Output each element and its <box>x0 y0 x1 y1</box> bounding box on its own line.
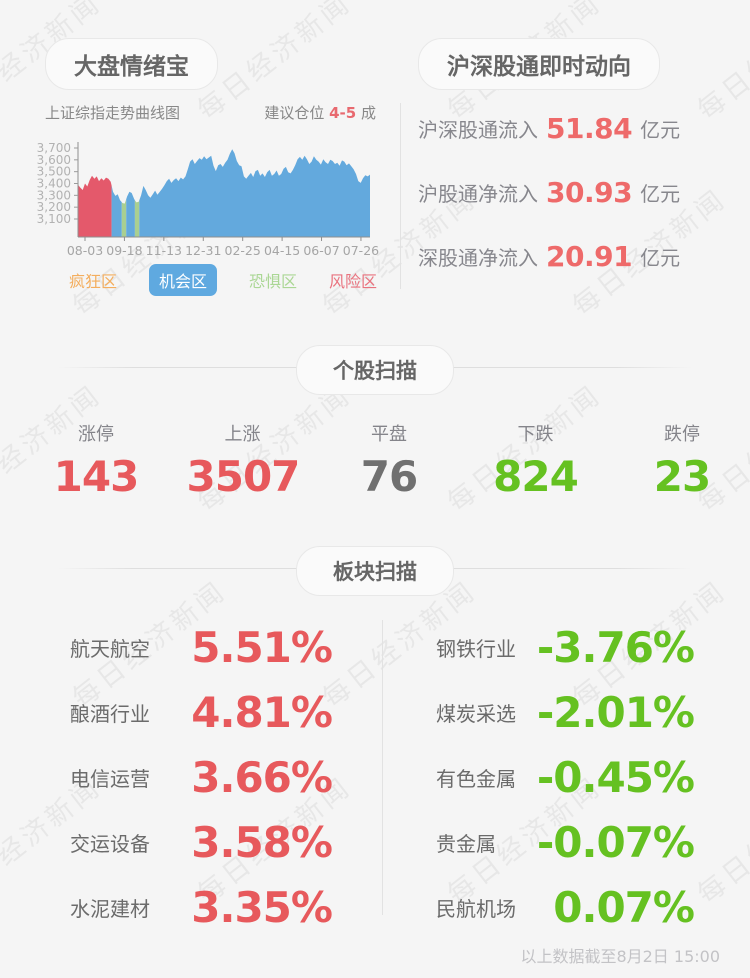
sentiment-legend: 疯狂区 机会区 恐惧区 风险区 <box>45 264 377 296</box>
stat-unchanged: 平盘 76 <box>360 424 418 501</box>
northbound-rows: 沪深股通流入 51.84 亿元 沪股通净流入 30.93 亿元 深股通净流入 2… <box>418 96 738 288</box>
svg-text:08-03: 08-03 <box>67 243 103 258</box>
svg-text:3,700: 3,700 <box>37 141 71 155</box>
northbound-sh-value: 30.93 <box>546 175 633 209</box>
sentiment-panel-title: 大盘情绪宝 <box>45 38 218 90</box>
legend-item-crazy-zone[interactable]: 疯狂区 <box>69 272 118 291</box>
sector-row: 贵金属 -0.07% <box>436 818 695 867</box>
sector-row: 酿酒行业 4.81% <box>70 688 333 737</box>
northbound-panel-title: 沪深股通即时动向 <box>418 38 660 90</box>
northbound-row-sz: 深股通净流入 20.91 亿元 <box>418 239 681 273</box>
svg-text:11-13: 11-13 <box>146 243 182 258</box>
sector-row: 有色金属 -0.45% <box>436 753 695 802</box>
sector-column-gainers: 航天航空 5.51% 酿酒行业 4.81% 电信运营 3.66% 交运设备 3.… <box>40 615 382 940</box>
svg-text:09-18: 09-18 <box>106 243 142 258</box>
svg-text:3,200: 3,200 <box>37 200 71 214</box>
legend-item-risk-zone[interactable]: 风险区 <box>328 272 377 291</box>
svg-text:12-31: 12-31 <box>185 243 221 258</box>
stock-scan-title: 个股扫描 <box>296 345 454 395</box>
northbound-row-total: 沪深股通流入 51.84 亿元 <box>418 111 681 145</box>
sector-row: 民航机场 0.07% <box>436 883 695 932</box>
stat-limit-up: 涨停 143 <box>53 424 140 501</box>
sector-row: 煤炭采选 -2.01% <box>436 688 695 737</box>
svg-text:07-26: 07-26 <box>343 243 379 258</box>
svg-text:3,400: 3,400 <box>37 177 71 191</box>
svg-text:3,100: 3,100 <box>37 212 71 226</box>
svg-text:06-07: 06-07 <box>303 243 339 258</box>
stock-stats-row: 涨停 143 上涨 3507 平盘 76 下跌 824 跌停 23 <box>40 420 738 501</box>
position-advice: 建议仓位 4-5 成 <box>264 104 376 122</box>
northbound-sz-value: 20.91 <box>546 239 633 273</box>
svg-text:04-15: 04-15 <box>264 243 300 258</box>
northbound-total-value: 51.84 <box>546 111 633 145</box>
position-advice-value: 4-5 <box>329 104 357 122</box>
sector-scan-header: 板块扫描 <box>0 546 750 596</box>
sector-column-divider <box>382 620 383 915</box>
sector-row: 电信运营 3.66% <box>70 753 333 802</box>
stat-advancers: 上涨 3507 <box>186 424 301 501</box>
stat-limit-down: 跌停 23 <box>653 424 711 501</box>
sector-row: 水泥建材 3.35% <box>70 883 333 932</box>
sector-row: 钢铁行业 -3.76% <box>436 623 695 672</box>
data-cutoff-note: 以上数据截至8月2日 15:00 <box>520 947 720 966</box>
legend-item-fear-zone[interactable]: 恐惧区 <box>248 272 297 291</box>
svg-text:3,300: 3,300 <box>37 188 71 202</box>
svg-text:02-25: 02-25 <box>225 243 261 258</box>
sector-row: 航天航空 5.51% <box>70 623 333 672</box>
svg-text:3,500: 3,500 <box>37 165 71 179</box>
stock-scan-header: 个股扫描 <box>0 345 750 395</box>
chart-header: 上证综指走势曲线图 建议仓位 4-5 成 <box>45 102 376 123</box>
legend-item-opportunity-zone[interactable]: 机会区 <box>148 264 217 296</box>
sector-column-losers: 钢铁行业 -3.76% 煤炭采选 -2.01% 有色金属 -0.45% 贵金属 … <box>382 615 720 940</box>
svg-text:3,600: 3,600 <box>37 153 71 167</box>
northbound-row-sh: 沪股通净流入 30.93 亿元 <box>418 175 681 209</box>
chart-subtitle: 上证综指走势曲线图 <box>45 104 181 122</box>
sector-scan-title: 板块扫描 <box>296 546 454 596</box>
stat-decliners: 下跌 824 <box>493 424 579 501</box>
sector-row: 交运设备 3.58% <box>70 818 333 867</box>
top-panel-divider <box>400 103 401 289</box>
